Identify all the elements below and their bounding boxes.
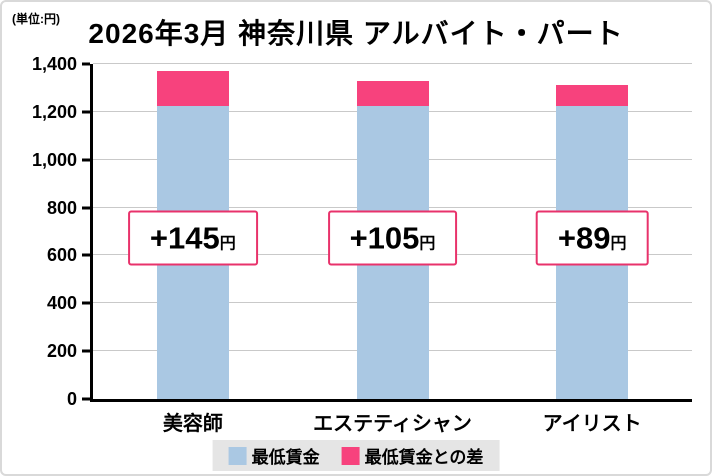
bar-segment-difference [356,80,429,106]
legend-swatch [228,446,247,465]
y-tick-label: 800 [46,197,77,218]
y-tick-label: 600 [46,245,77,266]
legend-item: 最低賃金との差 [341,443,484,468]
y-axis-tickmark [82,253,90,257]
y-tick-label: 0 [66,389,77,409]
annotation-unit: 円 [419,235,436,253]
y-axis-tickmark [82,349,90,353]
y-axis-tickmark [82,206,90,210]
bar-group: +89円 [492,64,692,399]
x-axis-label: エステティシャン [313,413,472,435]
annotation-box: +105円 [327,210,458,266]
x-axis-label: 美容師 [162,413,223,435]
y-tick-label: 200 [46,341,77,362]
gridlines-layer: 0 200 400 600 800 1,000 1,200 1,400 [32,55,692,408]
legend-label: 最低賃金との差 [364,448,484,467]
chart-title: 2026年3月 神奈川県 アルバイト・パート [88,18,624,49]
x-axis-labels: 美容師 エステティシャン アイリスト [93,407,692,436]
bars-layer: +145円 +105円 +89円 [93,64,692,399]
legend-label: 最低賃金 [251,448,320,467]
y-tick-label: 1,000 [31,149,77,170]
legend-swatch [341,446,360,465]
gridline [93,63,692,64]
annotation-unit: 円 [219,235,236,253]
annotation-value: +105 [349,220,420,256]
bar-group: +105円 [293,64,493,399]
annotation-box: +145円 [127,210,258,266]
y-axis-tickmark [82,397,90,401]
y-axis-unit-label: (単位:円) [12,12,60,26]
x-axis-label: アイリスト [542,413,642,435]
annotation-value: +89 [557,220,611,256]
bar-group: +145円 [93,64,293,399]
annotation-unit: 円 [610,235,627,253]
y-tick-label: 1,200 [31,101,77,122]
y-axis-tickmark [82,62,90,66]
y-axis-tickmark [82,301,90,305]
y-axis-tickmark [82,110,90,114]
annotation-value: +145 [149,220,220,256]
legend-item: 最低賃金 [228,443,320,468]
legend: 最低賃金 最低賃金との差 [212,440,500,471]
y-tick-label: 400 [46,293,77,314]
y-tick-label: 1,400 [31,54,77,74]
bar-segment-difference [156,71,229,106]
annotation-box: +89円 [535,210,649,266]
plot-area: 0 200 400 600 800 1,000 1,200 1,400 +145円 +105円 +… [32,55,692,435]
y-axis-tickmark [82,158,90,162]
bar-segment-difference [556,84,629,106]
